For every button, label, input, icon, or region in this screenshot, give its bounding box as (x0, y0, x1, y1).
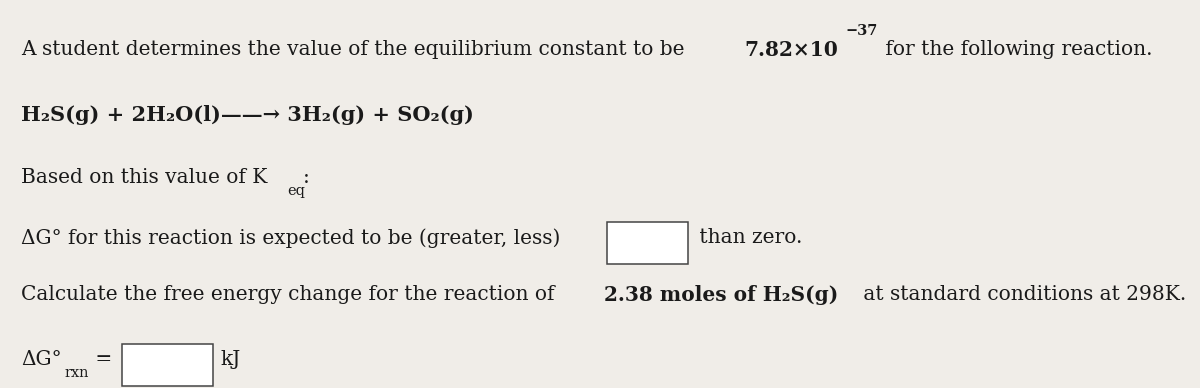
Text: 7.82×10: 7.82×10 (744, 40, 838, 60)
Text: at standard conditions at 298K.: at standard conditions at 298K. (857, 285, 1186, 304)
Text: ΔG°: ΔG° (20, 350, 61, 369)
Text: eq: eq (287, 184, 305, 198)
Text: −37: −37 (846, 24, 878, 38)
Text: :: : (304, 168, 310, 187)
Text: =: = (89, 350, 113, 369)
Text: Calculate the free energy change for the reaction of: Calculate the free energy change for the… (20, 285, 560, 304)
Text: 2.38 moles of H₂S(g): 2.38 moles of H₂S(g) (604, 285, 838, 305)
Text: H₂S(g) + 2H₂O(l)——→ 3H₂(g) + SO₂(g): H₂S(g) + 2H₂O(l)——→ 3H₂(g) + SO₂(g) (20, 105, 474, 125)
Text: kJ: kJ (221, 350, 241, 369)
Text: Based on this value of K: Based on this value of K (20, 168, 268, 187)
Text: rxn: rxn (65, 366, 89, 380)
Text: ΔG° for this reaction is expected to be (greater, less): ΔG° for this reaction is expected to be … (20, 228, 560, 248)
FancyBboxPatch shape (122, 344, 212, 386)
Text: than zero.: than zero. (692, 228, 802, 247)
Text: A student determines the value of the equilibrium constant to be: A student determines the value of the eq… (20, 40, 691, 59)
Text: for the following reaction.: for the following reaction. (878, 40, 1152, 59)
FancyBboxPatch shape (607, 222, 688, 264)
